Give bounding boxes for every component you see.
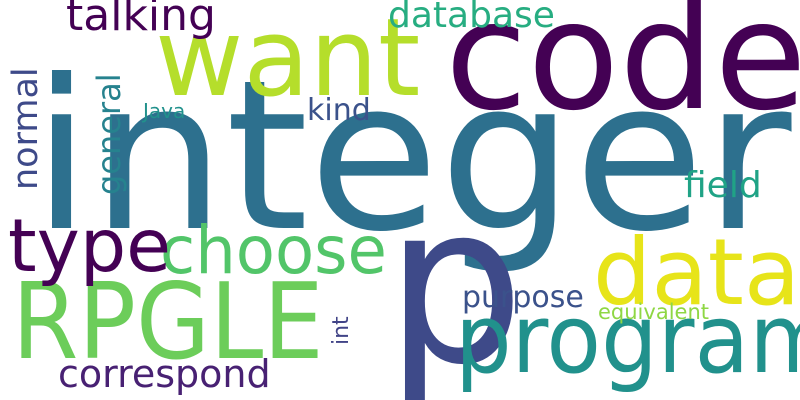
word-type: type (8, 204, 172, 289)
word-talking: talking (66, 0, 216, 41)
word-integer: integer (32, 36, 792, 278)
word-purpose: purpose (462, 280, 584, 315)
word-want: want (155, 0, 421, 121)
word-code: code (445, 0, 800, 144)
word-java: Java (143, 99, 186, 123)
word-general: general (90, 73, 128, 195)
word-field: field (684, 165, 762, 206)
word-correspond: correspond (58, 352, 271, 396)
word-rpgle: RPGLE (12, 261, 324, 383)
word-p: p (385, 157, 525, 400)
word-choose: choose (160, 212, 387, 289)
word-data: data (593, 219, 800, 326)
word-equivalent: equivalent (598, 300, 709, 324)
word-database: database (388, 0, 555, 36)
word-normal: normal (6, 67, 46, 190)
word-program: program (455, 285, 800, 395)
word-kind: kind (307, 93, 371, 128)
word-int: int (329, 316, 354, 345)
